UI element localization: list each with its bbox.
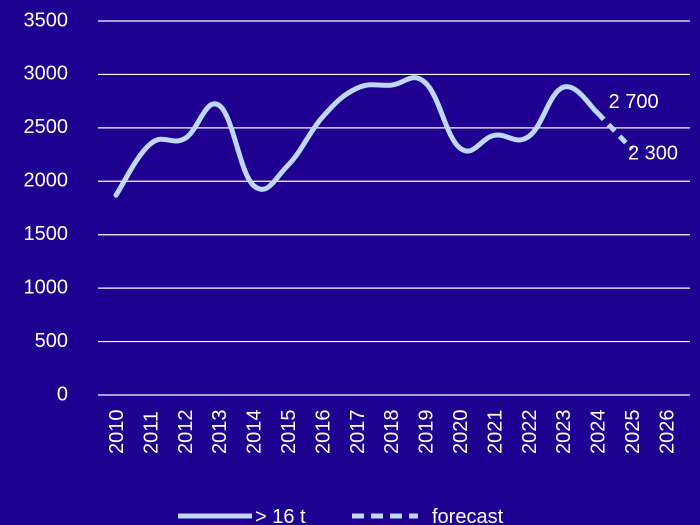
forecast-line bbox=[595, 111, 634, 151]
gridlines bbox=[98, 20, 690, 396]
x-tick-label: 2023 bbox=[553, 410, 575, 455]
x-tick-label: 2013 bbox=[209, 410, 231, 455]
y-tick-label: 1000 bbox=[24, 276, 69, 298]
x-tick-label: 2025 bbox=[622, 410, 644, 455]
y-axis-ticks: 0 500 1000 1500 2000 2500 3000 3500 bbox=[24, 9, 69, 405]
x-tick-label: 2020 bbox=[450, 410, 472, 455]
x-tick-label: 2015 bbox=[278, 410, 300, 455]
x-tick-label: 2010 bbox=[106, 410, 128, 455]
x-tick-label: 2026 bbox=[656, 410, 678, 455]
x-tick-label: 2021 bbox=[484, 410, 506, 455]
y-tick-label: 2500 bbox=[24, 116, 69, 138]
x-tick-label: 2019 bbox=[416, 410, 438, 455]
series-group bbox=[113, 75, 634, 198]
x-tick-label: 2014 bbox=[244, 410, 266, 455]
legend: > 16 t forecast bbox=[178, 506, 504, 525]
y-tick-label: 0 bbox=[57, 383, 68, 405]
x-tick-label: 2024 bbox=[588, 410, 610, 455]
x-axis-ticks: 2010 2011 2012 2013 2014 2015 2016 2017 2018 2019… bbox=[106, 410, 678, 455]
x-tick-label: 2011 bbox=[140, 411, 162, 454]
y-tick-label: 500 bbox=[35, 330, 68, 352]
data-label: 2 700 bbox=[609, 91, 659, 113]
x-tick-label: 2012 bbox=[175, 410, 197, 455]
x-tick-label: 2022 bbox=[519, 410, 541, 455]
x-tick-label: 2016 bbox=[312, 410, 334, 455]
legend-label-forecast: forecast bbox=[432, 506, 504, 525]
y-tick-label: 3000 bbox=[24, 63, 69, 85]
y-tick-label: 2000 bbox=[24, 170, 69, 192]
x-tick-label: 2018 bbox=[381, 410, 403, 455]
legend-label-series: > 16 t bbox=[255, 506, 306, 525]
series-line bbox=[113, 75, 601, 198]
data-label: 2 300 bbox=[628, 143, 678, 165]
x-tick-label: 2017 bbox=[347, 410, 369, 455]
y-tick-label: 3500 bbox=[24, 9, 69, 31]
y-tick-label: 1500 bbox=[24, 223, 69, 245]
data-labels: 2 700 2 300 bbox=[609, 91, 678, 165]
